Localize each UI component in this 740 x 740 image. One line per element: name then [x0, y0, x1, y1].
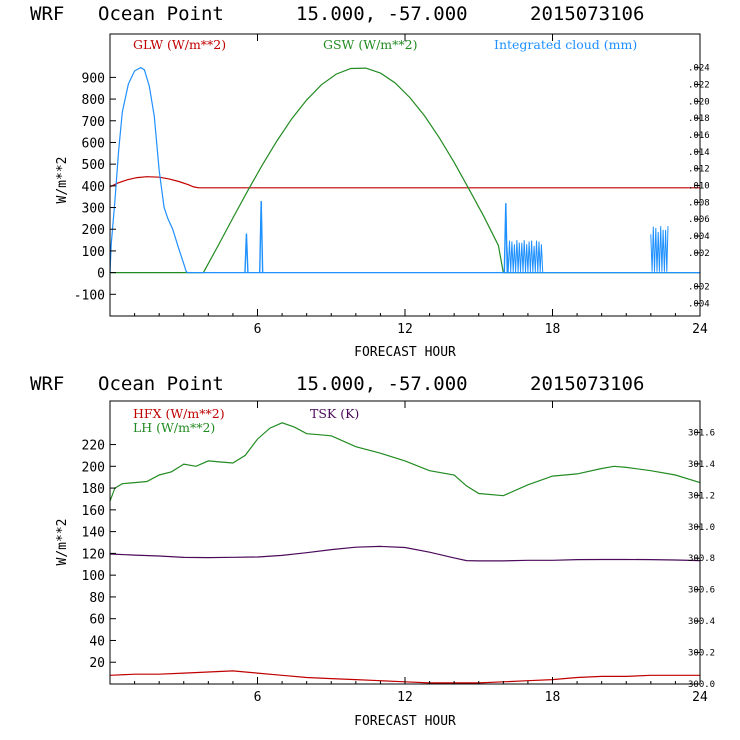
- chart-1-xlabel: FORECAST HOUR: [354, 345, 456, 360]
- series-cloud-line: [109, 66, 700, 274]
- y2-tick-label: 300.8: [688, 554, 715, 564]
- y2-tick-label: .024: [688, 64, 710, 74]
- y2-tick-label: .010: [688, 182, 710, 192]
- panel-1: WRF Ocean Point 15.000, -57.000 20150731…: [30, 3, 710, 360]
- chart-2-title: WRF Ocean Point 15.000, -57.000 20150731…: [30, 373, 644, 395]
- chart-2-legend-hfx: HFX (W/m**2): [133, 406, 225, 421]
- y2-tick-label: 300.6: [688, 586, 715, 596]
- y-tick-label: 100: [82, 569, 105, 584]
- y2-tick-label: 301.0: [688, 523, 715, 533]
- x-tick-label: 6: [254, 322, 262, 337]
- y2-tick-label: 301.4: [688, 460, 715, 470]
- y-tick-label: 500: [82, 158, 105, 173]
- y-tick-label: 160: [82, 504, 105, 519]
- y-tick-label: 140: [82, 526, 105, 541]
- chart-2-axes: 6 12 18 24 20 40 60 80 100 120 140 160 180 200 220 300.…: [82, 401, 715, 705]
- y-tick-label: 200: [82, 460, 105, 475]
- y-tick-label: 800: [82, 93, 105, 108]
- y-tick-label: 40: [89, 634, 105, 649]
- x-tick-label: 24: [692, 690, 708, 705]
- chart-1-title-coords: 15.000, -57.000: [296, 3, 468, 25]
- chart-1-frame: [109, 33, 701, 317]
- y2-tick-label: 300.2: [688, 649, 715, 659]
- y-tick-label: 400: [82, 180, 105, 195]
- y-tick-label: 0: [97, 267, 105, 282]
- y-tick-label: 100: [82, 245, 105, 260]
- chart-2-frame: [109, 400, 701, 685]
- y-tick-label: 220: [82, 439, 105, 454]
- y2-tick-label: .014: [688, 148, 710, 158]
- y2-tick-label: .016: [688, 131, 710, 141]
- y-tick-label: 300: [82, 202, 105, 217]
- y2-tick-label: 300.4: [688, 617, 715, 627]
- chart-1-title: WRF Ocean Point 15.000, -57.000 20150731…: [30, 3, 644, 25]
- chart-2-title-model: WRF: [30, 373, 64, 395]
- y2-tick-label: 301.2: [688, 491, 715, 501]
- y-tick-label: 200: [82, 223, 105, 238]
- x-tick-label: 24: [692, 322, 708, 337]
- x-tick-label: 12: [397, 690, 413, 705]
- x-tick-label: 12: [397, 322, 413, 337]
- series-tsk-line: [109, 545, 701, 562]
- y-tick-label: 180: [82, 482, 105, 497]
- y2-tick-label: .004: [688, 299, 710, 309]
- chart-1-legend-glw: GLW (W/m**2): [133, 37, 226, 52]
- chart-1-ylabel: W/m**2: [55, 157, 70, 204]
- y-tick-label: 80: [89, 591, 105, 606]
- chart-2-title-location: Ocean Point: [98, 373, 224, 395]
- x-tick-label: 18: [545, 690, 561, 705]
- y2-tick-label: .020: [688, 97, 710, 107]
- chart-2-title-date: 2015073106: [530, 373, 644, 395]
- chart-1-axes: 6 12 18 24 -100 0 100 200 300 400 500 600 700 800 900.…: [74, 34, 710, 337]
- chart-2-legend-tsk: TSK (K): [310, 406, 359, 421]
- y2-tick-label: .018: [688, 114, 710, 124]
- series-glw-line: [109, 176, 700, 189]
- cloud-spike: [259, 201, 264, 273]
- y-tick-label: 120: [82, 547, 105, 562]
- chart-1-plot-area: [109, 66, 700, 274]
- y2-tick-label: .008: [688, 198, 710, 208]
- series-lh-line: [109, 422, 701, 502]
- y-tick-label: 700: [82, 115, 105, 130]
- x-tick-label: 6: [254, 690, 262, 705]
- chart-2-plot-area: [109, 422, 701, 684]
- chart-1-title-model: WRF: [30, 3, 64, 25]
- y2-tick-label: .022: [688, 81, 710, 91]
- y2-tick-label: .004: [688, 232, 710, 242]
- chart-1-title-date: 2015073106: [530, 3, 644, 25]
- chart-2-legend-lh: LH (W/m**2): [133, 420, 215, 435]
- cloud-spike: [244, 233, 249, 273]
- y2-tick-label: 300.0: [688, 680, 715, 690]
- chart-1-legend-cloud: Integrated cloud (mm): [494, 37, 637, 52]
- chart-1-title-location: Ocean Point: [98, 3, 224, 25]
- cloud-spike: [503, 203, 508, 273]
- y-tick-label: 600: [82, 136, 105, 151]
- y-tick-label: -100: [74, 288, 105, 303]
- panel-2: WRF Ocean Point 15.000, -57.000 20150731…: [30, 373, 715, 729]
- series-gsw-line: [110, 67, 700, 274]
- chart-1-legend-gsw: GSW (W/m**2): [323, 37, 418, 52]
- y-tick-label: 60: [89, 613, 105, 628]
- y2-tick-label: .002: [688, 283, 710, 293]
- chart-2-title-coords: 15.000, -57.000: [296, 373, 468, 395]
- y2-tick-label: .006: [688, 215, 710, 225]
- y2-tick-label: .002: [688, 249, 710, 259]
- cloud-burst: [506, 240, 544, 273]
- y-tick-label: 20: [89, 656, 105, 671]
- y-tick-label: 900: [82, 71, 105, 86]
- x-tick-label: 18: [545, 322, 561, 337]
- cloud-burst: [650, 226, 669, 272]
- y2-tick-label: .012: [688, 165, 710, 175]
- chart-2-ylabel: W/m**2: [55, 519, 70, 566]
- chart-2-xlabel: FORECAST HOUR: [354, 714, 456, 729]
- y2-tick-label: 301.6: [688, 428, 715, 438]
